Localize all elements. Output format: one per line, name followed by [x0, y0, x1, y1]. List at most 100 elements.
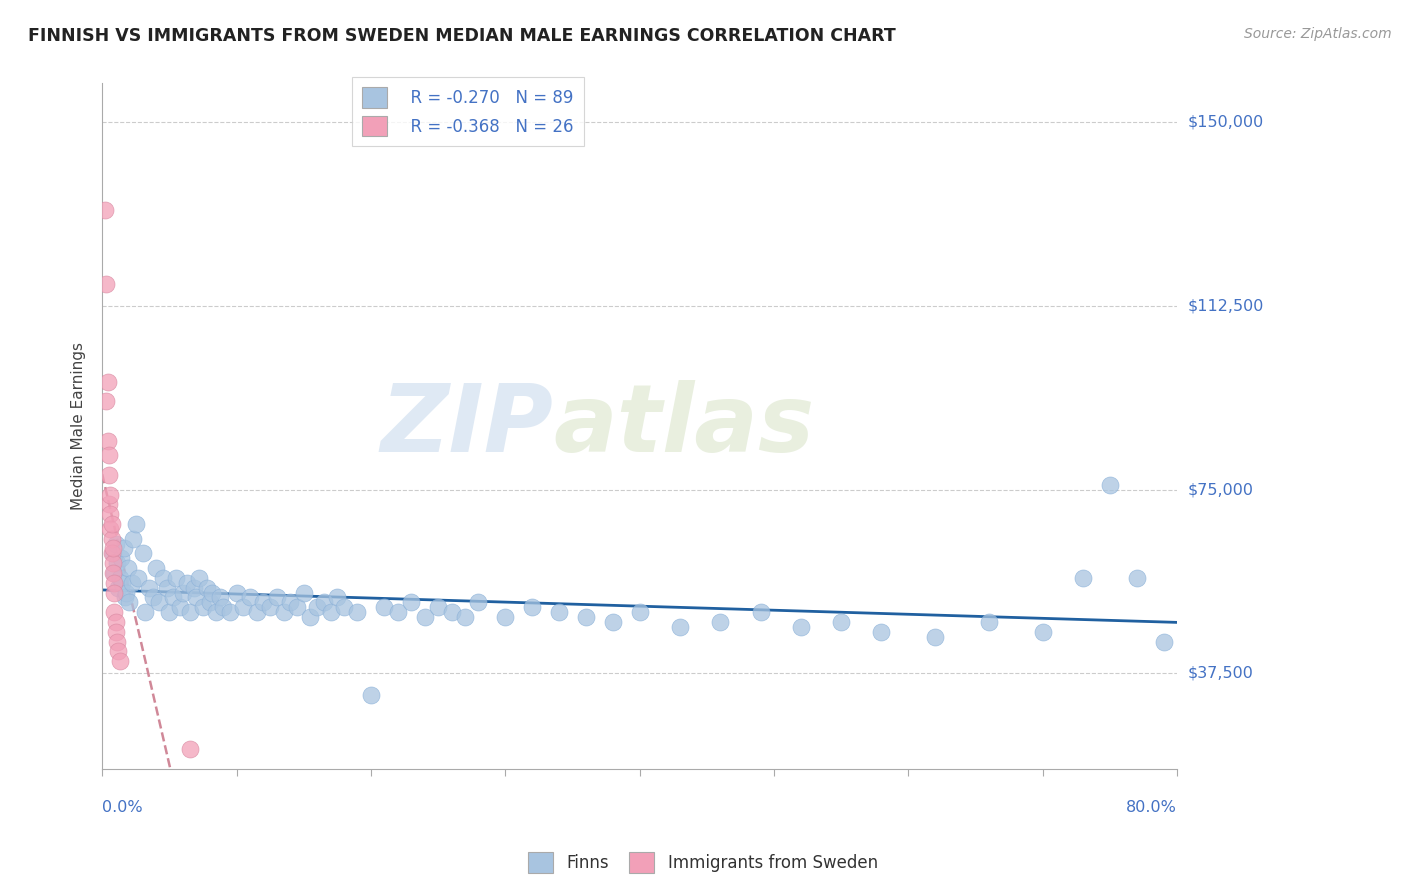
Point: [100, 516, 122, 531]
Point: [152, 571, 174, 585]
Point: [97, 467, 120, 482]
Point: [187, 571, 209, 585]
Point: [1125, 571, 1147, 585]
Point: [107, 644, 129, 658]
Point: [98, 522, 121, 536]
Point: [440, 605, 463, 619]
Point: [94, 203, 117, 218]
Point: [115, 585, 138, 599]
Point: [104, 615, 127, 629]
Point: [103, 605, 125, 619]
Text: $37,500: $37,500: [1188, 666, 1254, 681]
Point: [98, 487, 121, 501]
Point: [195, 581, 218, 595]
Point: [114, 591, 136, 605]
Point: [198, 595, 221, 609]
Text: atlas: atlas: [554, 380, 815, 472]
Point: [319, 605, 342, 619]
Point: [399, 595, 422, 609]
Point: [110, 551, 132, 566]
Point: [212, 600, 235, 615]
Point: [176, 575, 198, 590]
Point: [239, 591, 262, 605]
Point: [299, 610, 322, 624]
Point: [413, 610, 436, 624]
Point: [172, 585, 194, 599]
Point: [103, 566, 125, 580]
Point: [157, 605, 180, 619]
Point: [98, 507, 121, 521]
Point: [225, 585, 247, 599]
Point: [246, 605, 269, 619]
Point: [105, 634, 128, 648]
Text: 0.0%: 0.0%: [103, 799, 143, 814]
Point: [628, 605, 651, 619]
Legend: Finns, Immigrants from Sweden: Finns, Immigrants from Sweden: [522, 846, 884, 880]
Point: [924, 630, 946, 644]
Point: [108, 571, 131, 585]
Point: [278, 595, 301, 609]
Point: [148, 595, 170, 609]
Point: [156, 581, 179, 595]
Point: [101, 546, 124, 560]
Point: [97, 375, 120, 389]
Point: [101, 566, 124, 580]
Point: [134, 605, 156, 619]
Point: [977, 615, 1000, 629]
Point: [191, 600, 214, 615]
Point: [467, 595, 489, 609]
Point: [360, 689, 382, 703]
Point: [105, 556, 128, 570]
Point: [326, 591, 349, 605]
Point: [312, 595, 335, 609]
Point: [145, 561, 167, 575]
Point: [790, 620, 813, 634]
Point: [107, 581, 129, 595]
Text: $150,000: $150,000: [1188, 114, 1264, 129]
Point: [169, 600, 191, 615]
Point: [1098, 477, 1121, 491]
Point: [117, 561, 139, 575]
Point: [165, 571, 187, 585]
Text: $75,000: $75,000: [1188, 483, 1254, 497]
Point: [108, 654, 131, 668]
Point: [709, 615, 731, 629]
Point: [333, 600, 356, 615]
Point: [97, 448, 120, 462]
Point: [121, 575, 143, 590]
Point: [259, 600, 281, 615]
Point: [183, 581, 205, 595]
Point: [520, 600, 543, 615]
Point: [131, 546, 153, 560]
Point: [292, 585, 315, 599]
Point: [104, 536, 127, 550]
Point: [162, 591, 184, 605]
Point: [142, 591, 165, 605]
Point: [427, 600, 450, 615]
Text: $112,500: $112,500: [1188, 298, 1264, 313]
Point: [1153, 634, 1175, 648]
Point: [111, 575, 134, 590]
Point: [100, 546, 122, 560]
Point: [273, 605, 295, 619]
Point: [186, 591, 208, 605]
Point: [122, 532, 145, 546]
Point: [104, 624, 127, 639]
Point: [205, 605, 228, 619]
Point: [346, 605, 368, 619]
Point: [112, 541, 135, 556]
Point: [387, 605, 409, 619]
Point: [97, 497, 120, 511]
Point: [103, 575, 125, 590]
Point: [602, 615, 624, 629]
Point: [201, 585, 224, 599]
Point: [209, 591, 232, 605]
Point: [101, 541, 124, 556]
Y-axis label: Median Male Earnings: Median Male Earnings: [72, 342, 86, 510]
Point: [1032, 624, 1054, 639]
Point: [100, 532, 122, 546]
Point: [101, 556, 124, 570]
Text: 80.0%: 80.0%: [1126, 799, 1177, 814]
Legend:   R = -0.270   N = 89,   R = -0.368   N = 26: R = -0.270 N = 89, R = -0.368 N = 26: [352, 78, 583, 146]
Point: [96, 394, 118, 409]
